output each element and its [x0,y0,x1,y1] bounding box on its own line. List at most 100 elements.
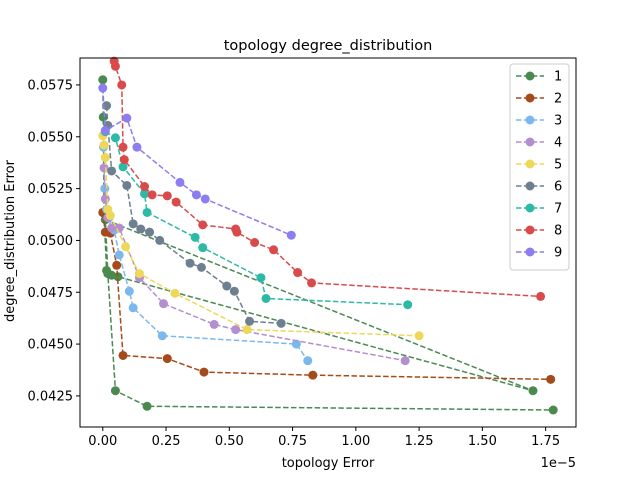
data-point [170,288,180,298]
x-tick-label: 0.25 [152,434,181,449]
data-point [245,316,255,326]
legend-item-5: 5 [516,158,562,173]
data-point [157,331,167,341]
series-9 [98,83,296,240]
plot-area [98,56,558,415]
legend-marker [525,181,535,191]
data-point [200,194,210,204]
data-point [110,61,120,71]
data-point [191,190,201,200]
data-point [222,281,232,291]
data-point [128,219,138,229]
data-point [175,177,185,187]
data-point [209,319,219,329]
data-point [291,339,301,349]
data-point [124,286,134,296]
data-point [100,194,110,204]
data-point [140,182,150,192]
legend-item-3: 3 [516,114,562,129]
data-point [286,230,296,240]
y-tick-label: 0.0525 [28,182,74,197]
x-axis-offset-label: 1e−5 [541,456,576,471]
legend-marker [525,93,535,103]
data-point [110,386,120,396]
data-point [122,180,132,190]
data-point [145,227,155,237]
data-point [190,232,200,242]
data-point [110,133,120,143]
data-point [261,293,271,303]
data-point [162,191,172,201]
y-tick-label: 0.0575 [28,78,74,93]
data-point [105,211,115,221]
data-point [269,245,279,255]
data-point [113,272,123,282]
data-point [114,223,124,233]
data-point [400,356,410,366]
data-point [118,142,128,152]
series-8 [109,56,546,301]
data-point [118,350,128,360]
data-point [142,207,152,217]
series-line-5 [102,135,420,337]
legend-marker [525,71,535,81]
data-point [122,113,132,123]
legend-item-7: 7 [516,202,562,217]
data-point [231,325,241,335]
data-point [256,273,266,283]
series-5 [98,131,424,341]
data-point [99,140,109,150]
x-tick-label: 1.00 [341,434,370,449]
data-point [112,260,122,270]
data-point [242,325,252,335]
legend-marker [525,247,535,257]
y-axis-label: degree_distribution Error [3,159,18,322]
data-point [98,83,108,93]
data-point [536,291,546,301]
data-point [98,75,108,85]
plot-frame [79,57,577,428]
legend-label: 6 [554,180,562,195]
x-tick-label: 1.25 [405,434,434,449]
data-point [403,300,413,310]
legend-marker [525,159,535,169]
legend: 1 2 3 4 5 6 7 8 9 [509,63,570,271]
legend-label: 4 [554,136,562,151]
legend-item-8: 8 [516,224,562,239]
legend-label: 7 [554,202,562,217]
data-point [132,142,142,152]
data-point [103,269,113,279]
data-point [155,235,165,245]
legend-item-4: 4 [516,136,562,151]
data-point [548,405,558,415]
data-point [198,220,208,230]
data-point [159,299,169,309]
data-point [107,223,117,233]
legend-label: 8 [554,224,562,239]
data-point [114,250,124,260]
legend-marker [525,137,535,147]
data-point [308,370,318,380]
chart-title: topology degree_distribution [224,38,433,54]
data-point [142,401,152,411]
data-point [162,354,172,364]
y-tick-label: 0.0450 [28,338,74,353]
series-1 [98,75,558,415]
data-point [250,238,260,247]
x-tick-label: 0.00 [88,434,117,449]
data-point [128,303,138,313]
legend-box [509,63,570,271]
y-axis: 0.0425 0.0450 0.0475 0.0500 0.0525 0.0550 0.05… [28,78,80,404]
legend-marker [525,225,535,235]
x-tick-label: 1.75 [531,434,560,449]
legend-marker [525,203,535,213]
legend-label: 9 [554,246,562,261]
series-line-2 [102,212,551,381]
data-point [185,258,195,268]
x-tick-label: 1.50 [468,434,497,449]
series-2 [98,207,556,384]
y-tick-label: 0.0475 [28,286,74,301]
data-point [198,243,208,253]
data-point [414,331,424,341]
